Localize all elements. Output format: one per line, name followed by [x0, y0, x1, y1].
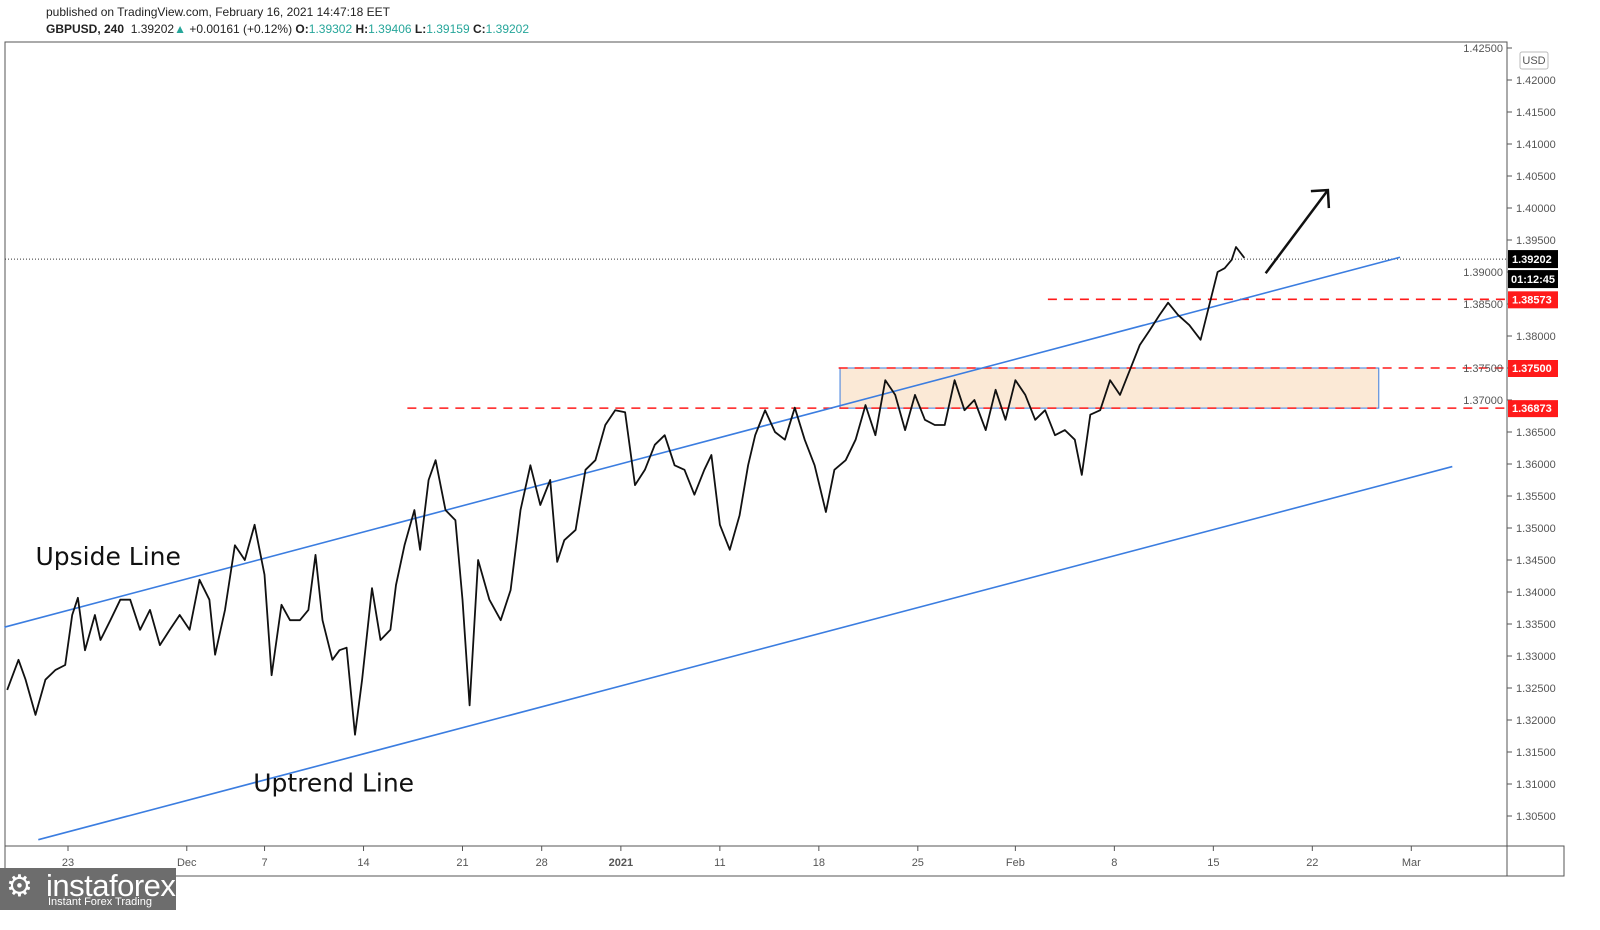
up-triangle-icon: ▲: [174, 22, 186, 36]
y-tick-label: 1.41500: [1516, 107, 1556, 119]
y-tick-label: 1.31500: [1516, 747, 1556, 759]
open-label: O:: [295, 22, 309, 36]
symbol-name[interactable]: GBPUSD, 240: [46, 22, 125, 36]
logo-tagline: Instant Forex Trading: [48, 896, 152, 908]
current-price-label: 1.39202: [1512, 254, 1552, 266]
instaforex-logo: ⚙ instaforex Instant Forex Trading: [0, 868, 176, 910]
open-value: 1.39302: [308, 22, 353, 36]
low-value: 1.39159: [426, 22, 470, 36]
level-price-badge: [1508, 400, 1558, 418]
y-tick-label: 1.42000: [1516, 75, 1556, 87]
currency-badge: [1519, 51, 1549, 70]
price-change: +0.00161 (+0.12%): [189, 22, 293, 36]
symbol-legend: GBPUSD, 240 1.39202▲ +0.00161 (+0.12%) O…: [46, 22, 529, 36]
y-tick-label: 1.37500: [1463, 363, 1503, 375]
y-tick-label: 1.38500: [1463, 299, 1503, 311]
x-tick-label: 21: [456, 857, 468, 869]
y-tick-label: 1.30500: [1516, 811, 1556, 823]
x-tick-label: 28: [536, 857, 548, 869]
level-price-label: 1.36873: [1512, 403, 1552, 415]
x-tick-label: 14: [357, 857, 369, 869]
x-tick-label: Feb: [1006, 857, 1025, 869]
gear-icon: ⚙: [6, 870, 33, 903]
last-price: 1.39202: [130, 22, 175, 36]
x-tick-label: 2021: [609, 857, 633, 869]
x-tick-label: 15: [1207, 857, 1219, 869]
high-label: H:: [355, 22, 369, 36]
x-tick-label: 22: [1306, 857, 1318, 869]
currency-label: USD: [1522, 55, 1545, 67]
plot-frame: [4, 41, 1508, 847]
y-tick-label: 1.33500: [1516, 619, 1556, 631]
logo-text: instaforex: [46, 868, 176, 903]
high-value: 1.39406: [368, 22, 412, 36]
resistance-zone: [839, 367, 1380, 409]
y-tick-label: 1.39500: [1516, 235, 1556, 247]
published-info: published on TradingView.com, February 1…: [46, 5, 390, 19]
current-price-badge: [1508, 250, 1558, 269]
time-axis[interactable]: [4, 845, 1565, 877]
x-tick-label: Mar: [1402, 857, 1421, 869]
x-tick-label: 11: [714, 857, 725, 869]
y-tick-label: 1.37000: [1463, 395, 1503, 407]
level-price-label: 1.37500: [1512, 363, 1552, 375]
close-label: C:: [472, 22, 486, 36]
y-tick-label: 1.35000: [1516, 523, 1556, 535]
y-tick-label: 1.36000: [1516, 459, 1556, 471]
y-tick-label: 1.39000: [1463, 267, 1503, 279]
trendline: [38, 465, 1453, 841]
x-tick-label: 25: [912, 857, 924, 869]
level-price-badge: [1508, 291, 1558, 309]
y-tick-label: 1.40500: [1516, 171, 1556, 183]
y-tick-label: 1.34000: [1516, 587, 1556, 599]
trendline-label: Upside Line: [35, 542, 180, 571]
level-price-label: 1.38573: [1512, 294, 1552, 306]
price-line: [6, 246, 1246, 736]
x-tick-label: Dec: [177, 857, 197, 869]
y-tick-label: 1.32000: [1516, 715, 1556, 727]
y-tick-label: 1.32500: [1516, 683, 1556, 695]
y-tick-label: 1.41000: [1516, 139, 1556, 151]
x-tick-label: 8: [1111, 857, 1117, 869]
y-tick-label: 1.33000: [1516, 651, 1556, 663]
up-arrow-icon: [1264, 189, 1329, 275]
y-tick-label: 1.36500: [1516, 427, 1556, 439]
countdown-label: 01:12:45: [1511, 274, 1555, 286]
trendline-label: Uptrend Line: [253, 769, 414, 798]
y-tick-label: 1.38000: [1516, 331, 1556, 343]
y-tick-label: 1.42500: [1463, 43, 1503, 55]
low-label: L:: [414, 22, 427, 36]
trendline: [4, 256, 1401, 628]
y-tick-label: 1.34500: [1516, 555, 1556, 567]
y-tick-label: 1.35500: [1516, 491, 1556, 503]
x-tick-label: 23: [62, 857, 74, 869]
x-tick-label: 7: [261, 857, 267, 869]
level-price-badge: [1508, 360, 1558, 377]
y-tick-label: 1.40000: [1516, 203, 1556, 215]
close-value: 1.39202: [485, 22, 530, 36]
countdown-badge: [1508, 270, 1558, 289]
x-tick-label: 18: [813, 857, 825, 869]
y-tick-label: 1.31000: [1516, 779, 1556, 791]
arrow-head-icon: [1310, 188, 1331, 209]
